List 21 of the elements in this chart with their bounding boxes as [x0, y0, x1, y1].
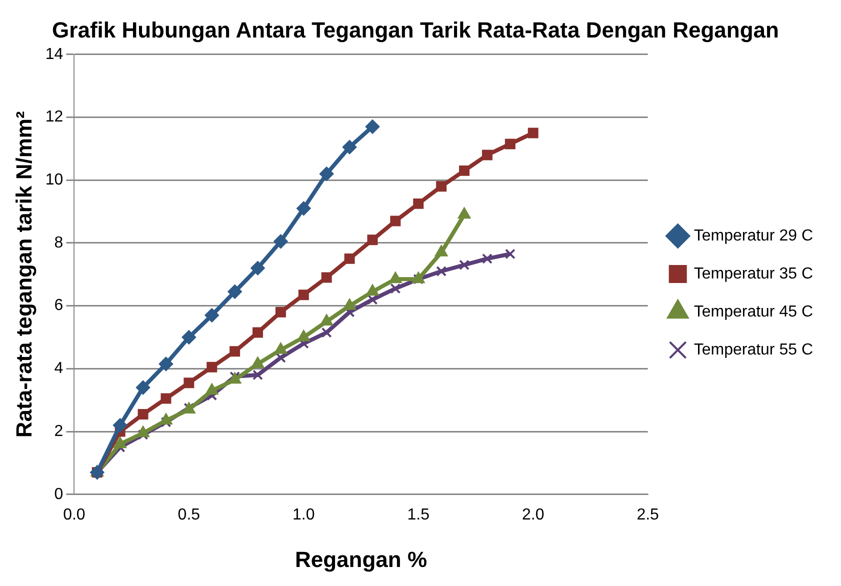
x-tick-label: 1.0 [292, 506, 315, 524]
legend-label: Temperatur 45 C [694, 303, 814, 320]
y-tick-label: 2 [54, 422, 64, 440]
y-tick-label: 8 [54, 234, 64, 252]
x-tick-label: 2.0 [522, 506, 544, 524]
y-tick-label: 14 [45, 46, 64, 63]
legend-label: Temperatur 29 C [694, 227, 814, 244]
y-axis-title: Rata-rata tegangan tarik N/mm² [11, 111, 36, 438]
legend-label: Temperatur 35 C [694, 265, 814, 282]
y-tick-label: 0 [54, 486, 64, 503]
x-tick-label: 2.5 [636, 506, 660, 524]
y-tick-label: 10 [45, 172, 64, 189]
x-tick-label: 0.0 [63, 506, 86, 524]
x-axis-title: Regangan % [295, 546, 428, 572]
x-tick-label: 1.5 [407, 506, 430, 524]
x-tick-label: 0.5 [178, 506, 200, 524]
legend-label: Temperatur 55 C [694, 341, 814, 358]
y-tick-label: 6 [54, 297, 64, 314]
y-tick-label: 12 [45, 108, 64, 126]
y-tick-label: 4 [54, 360, 64, 378]
chart-title: Grafik Hubungan Antara Tegangan Tarik Rata-Rata Dengan Regangan [52, 17, 779, 42]
